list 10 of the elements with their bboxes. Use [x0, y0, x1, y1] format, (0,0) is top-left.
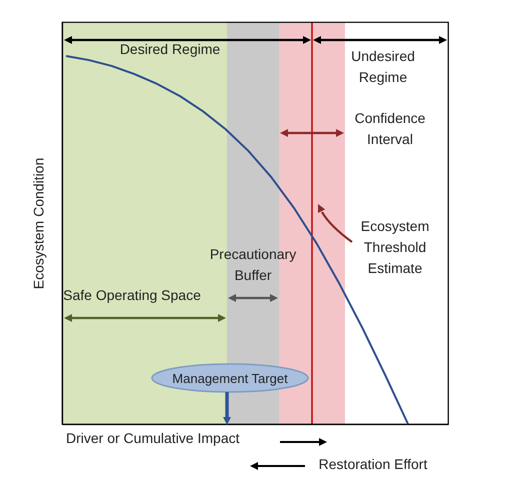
annotation: Confidence Interval [354, 110, 426, 147]
text: Restoration Effort [318, 456, 428, 472]
annotation: Precautionary Buffer [210, 246, 296, 283]
annotation: Safe Operating Space [63, 287, 202, 303]
annotation: Undesired Regime [351, 48, 415, 85]
annotation: Desired Regime [120, 41, 220, 57]
x-axis-title: Driver or Cumulative Impact [66, 430, 240, 446]
annotation: Ecosystem Threshold Estimate [360, 218, 430, 276]
annotation: Management Target [172, 371, 288, 386]
y-axis-title: Ecosystem Condition [30, 158, 46, 290]
